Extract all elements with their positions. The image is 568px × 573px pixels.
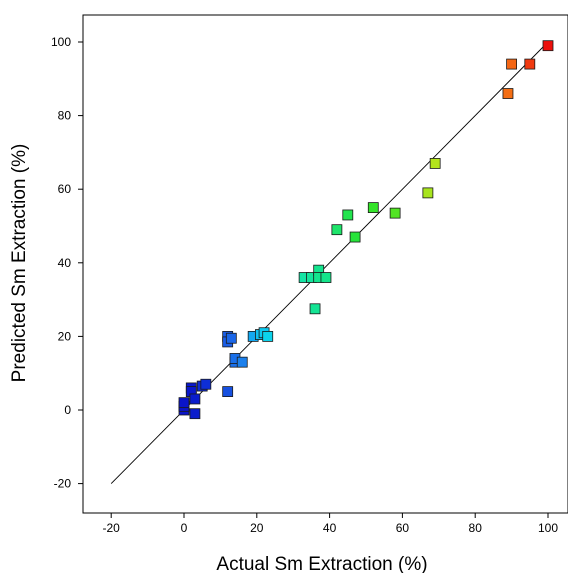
data-point <box>429 158 441 169</box>
y-tick-label: 40 <box>58 256 72 270</box>
plot-frame <box>82 14 568 514</box>
data-point <box>262 330 274 342</box>
y-tick-label: 20 <box>58 329 72 343</box>
y-tick-label: 100 <box>51 35 71 49</box>
x-tick-label: 100 <box>538 521 558 535</box>
y-tick-label: 0 <box>64 403 71 417</box>
x-tick-label: 60 <box>396 521 410 535</box>
x-tick-label: 40 <box>323 521 337 535</box>
data-points-layer <box>178 40 554 420</box>
x-axis-ticks: -20 0 20 40 60 80 100 <box>103 513 558 535</box>
y-axis-title: Predicted Sm Extraction (%) <box>9 144 30 383</box>
data-point <box>367 202 379 214</box>
data-point <box>320 272 332 283</box>
x-axis-title: Actual Sm Extraction (%) <box>216 554 427 573</box>
data-point <box>222 386 234 398</box>
data-point <box>225 332 237 344</box>
data-point <box>331 224 343 236</box>
y-tick-label: 60 <box>58 182 72 196</box>
data-point <box>349 231 361 243</box>
data-point <box>342 209 354 221</box>
data-point <box>542 40 554 52</box>
data-point <box>189 393 201 405</box>
x-tick-label: 80 <box>469 521 483 535</box>
x-tick-label: 0 <box>181 521 188 535</box>
y-axis-ticks: -20 0 20 40 60 80 100 <box>51 35 83 491</box>
y-tick-label: 80 <box>58 109 72 123</box>
x-tick-label: -20 <box>103 521 121 535</box>
data-point <box>309 303 321 315</box>
data-point <box>502 88 514 99</box>
data-point <box>178 397 190 409</box>
data-point <box>389 207 401 219</box>
x-tick-label: 20 <box>250 521 264 535</box>
data-point <box>200 378 212 390</box>
data-point <box>189 408 201 420</box>
data-point <box>524 58 536 70</box>
data-point <box>506 58 518 70</box>
data-point <box>236 356 248 368</box>
y-tick-label: -20 <box>54 477 72 491</box>
data-point <box>422 187 434 199</box>
